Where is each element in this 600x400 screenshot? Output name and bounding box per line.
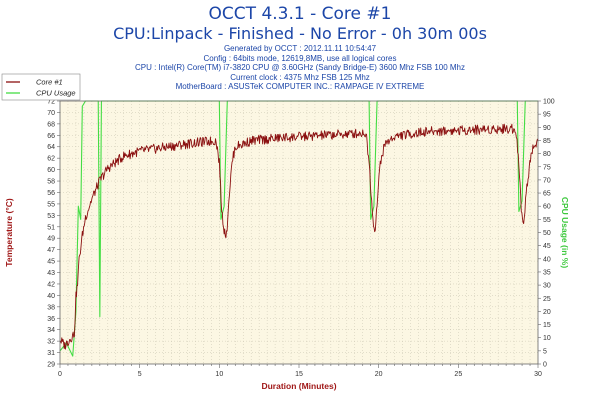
y-tick-label: 32 — [47, 339, 55, 346]
legend-entry: CPU Usage — [36, 89, 76, 98]
y-tick-label: 43 — [47, 270, 55, 277]
y2-axis-ticks: 0 5 10 15 20 25 30 35 40 45 50 55 60 65 70 75 80 85 90 95 10… — [538, 99, 555, 369]
y2-tick-label: 35 — [543, 269, 551, 276]
y2-tick-label: 65 — [543, 191, 551, 198]
y-tick-label: 64 — [47, 144, 55, 151]
y2-tick-label: 100 — [543, 99, 555, 106]
x-axis-ticks: 0 5 10 15 20 25 30 — [58, 364, 542, 378]
y-tick-label: 72 — [47, 99, 55, 106]
y-tick-label: 42 — [47, 281, 55, 288]
x-axis-label: Duration (Minutes) — [261, 381, 336, 391]
series-lines — [59, 100, 539, 357]
y2-tick-label: 30 — [543, 283, 551, 290]
chart-subtitle: CPU:Linpack - Finished - No Error - 0h 3… — [113, 24, 487, 43]
y2-tick-label: 75 — [543, 164, 551, 171]
y2-tick-label: 15 — [543, 322, 551, 329]
series-line-core — [59, 123, 539, 350]
y-tick-label: 58 — [47, 179, 55, 186]
grid-lines — [60, 101, 538, 364]
y-tick-label: 60 — [47, 167, 55, 174]
y2-tick-label: 85 — [543, 138, 551, 145]
y-tick-label: 31 — [47, 350, 55, 357]
chart-header: OCCT 4.3.1 - Core #1 CPU:Linpack - Finis… — [0, 0, 600, 92]
x-tick-label: 20 — [375, 371, 383, 378]
y-tick-label: 36 — [47, 316, 55, 323]
chart-title: OCCT 4.3.1 - Core #1 — [208, 4, 392, 24]
x-tick-label: 15 — [295, 371, 303, 378]
y2-tick-label: 10 — [543, 335, 551, 342]
y-tick-label: 68 — [47, 121, 55, 128]
y-tick-label: 45 — [47, 259, 55, 266]
y-tick-label: 49 — [47, 236, 55, 243]
y-tick-label: 51 — [47, 224, 55, 231]
y-axis-label: Temperature (°C) — [4, 198, 14, 267]
y-axis-ticks: 29 31 32 34 36 38 40 42 43 45 47 49 51 53 55 56 58 60 62 64… — [47, 99, 60, 369]
y2-tick-label: 70 — [543, 177, 551, 184]
y2-tick-label: 95 — [543, 112, 551, 119]
y2-tick-label: 90 — [543, 125, 551, 132]
y2-tick-label: 25 — [543, 296, 551, 303]
y-tick-label: 70 — [47, 110, 55, 117]
y2-axis-label: CPU Usage (in %) — [560, 197, 570, 268]
y2-tick-label: 20 — [543, 309, 551, 316]
series-line-cpu-usage — [59, 100, 538, 357]
x-tick-label: 30 — [534, 371, 542, 378]
y2-tick-label: 0 — [543, 362, 547, 369]
y-tick-label: 56 — [47, 190, 55, 197]
y-tick-label: 29 — [47, 362, 55, 369]
y-tick-label: 34 — [47, 327, 55, 334]
legend-entry: Core #1 — [36, 78, 63, 87]
y-tick-label: 40 — [47, 293, 55, 300]
plot-border — [59, 100, 539, 365]
x-tick-label: 5 — [138, 371, 142, 378]
y2-tick-label: 40 — [543, 256, 551, 263]
legend: Core #1 CPU Usage — [1, 73, 81, 101]
x-tick-label: 10 — [215, 371, 223, 378]
info-motherboard: MotherBoard : ASUSTeK COMPUTER INC.: RAM… — [175, 82, 425, 91]
y-tick-label: 53 — [47, 213, 55, 220]
y-tick-label: 66 — [47, 133, 55, 140]
y2-tick-label: 5 — [543, 348, 547, 355]
info-config: Config : 64bits mode, 12619,8MB, use all… — [203, 53, 397, 63]
legend-box — [1, 73, 81, 101]
y-tick-label: 62 — [47, 156, 55, 163]
y2-tick-label: 45 — [543, 243, 551, 250]
info-clock: Current clock : 4375 Mhz FSB 125 Mhz — [230, 72, 370, 82]
y2-tick-label: 80 — [543, 151, 551, 158]
x-tick-label: 25 — [454, 371, 462, 378]
y-tick-label: 47 — [47, 247, 55, 254]
info-generated: Generated by OCCT : 2012.11.11 10:54:47 — [223, 44, 377, 53]
y2-tick-label: 55 — [543, 217, 551, 224]
info-cpu: CPU : Intel(R) Core(TM) i7-3820 CPU @ 3.… — [134, 63, 465, 72]
y2-tick-label: 50 — [543, 230, 551, 237]
x-tick-label: 0 — [58, 371, 62, 378]
y2-tick-label: 60 — [543, 204, 551, 211]
y-tick-label: 38 — [47, 304, 55, 311]
y-tick-label: 55 — [47, 201, 55, 208]
